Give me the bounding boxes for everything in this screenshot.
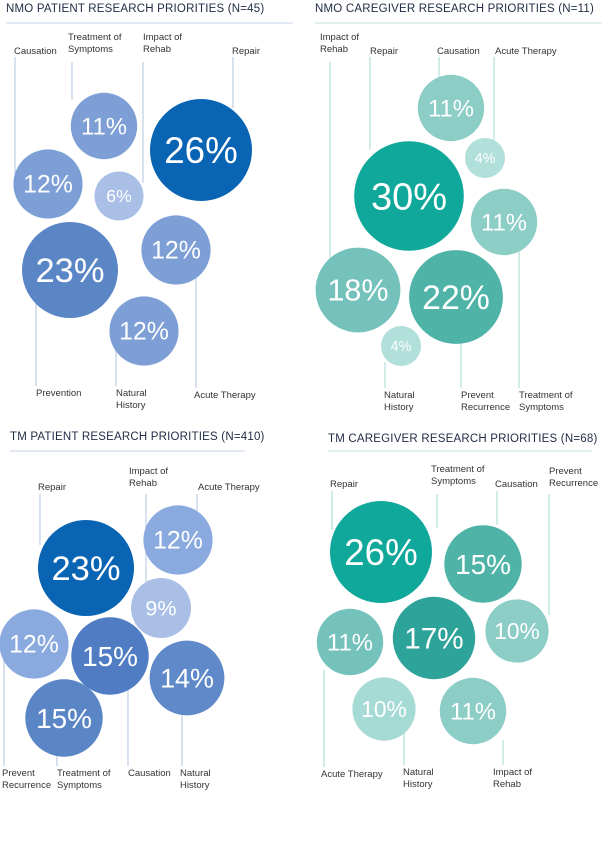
category-label-natural-history: Natural History	[384, 390, 415, 413]
bubble-causation	[392, 596, 476, 680]
bubble-acute-therapy	[141, 215, 211, 285]
category-label-treatment-of-symptoms: Treatment of Symptoms	[57, 768, 111, 791]
category-label-natural-history: Natural History	[403, 767, 434, 790]
value-label-treatment-of-symptoms: 11%	[481, 209, 527, 236]
bubble-impact-of-rehab	[94, 171, 144, 221]
category-label-prevention: Prevention	[36, 388, 81, 399]
category-label-impact-of-rehab: Impact of Rehab	[320, 32, 359, 55]
value-label-repair: 26%	[164, 130, 237, 171]
bubble-repair	[38, 520, 134, 616]
category-label-treatment-of-symptoms: Treatment of Symptoms	[431, 464, 485, 487]
value-label-prevent-recurrence: 12%	[9, 631, 59, 659]
category-label-treatment-of-symptoms: Treatment of Symptoms	[68, 32, 122, 55]
bubble-prevent-recurrence	[485, 599, 549, 663]
value-label-acute-therapy: 12%	[151, 237, 201, 265]
value-label-causation: 17%	[404, 622, 463, 655]
value-label-acute-therapy: 12%	[153, 527, 203, 555]
bubble-repair	[330, 501, 432, 603]
category-label-causation: Causation	[128, 768, 171, 779]
value-label-causation: 11%	[428, 95, 474, 122]
bubble-treatment-of-symptoms	[70, 92, 138, 160]
category-label-repair: Repair	[370, 46, 398, 57]
value-label-natural-history: 4%	[391, 339, 412, 355]
category-label-impact-of-rehab: Impact of Rehab	[493, 767, 532, 790]
category-label-repair: Repair	[38, 482, 66, 493]
bubble-treatment-of-symptoms	[25, 679, 103, 757]
chart-panel-4: TM CAREGIVER RESEARCH PRIORITIES (N=68) 2…	[316, 433, 598, 790]
value-label-prevention: 23%	[35, 252, 104, 290]
category-label-treatment-of-symptoms: Treatment of Symptoms	[519, 390, 573, 413]
bubble-natural-history	[109, 296, 179, 366]
bubble-natural-history	[149, 640, 225, 716]
chart-title: NMO PATIENT RESEARCH PRIORITIES (N=45)	[6, 3, 264, 15]
value-label-natural-history: 10%	[361, 696, 407, 722]
value-label-prevent-recurrence: 10%	[494, 618, 540, 644]
bubble-treatment-of-symptoms	[470, 188, 538, 256]
bubble-acute-therapy	[465, 138, 505, 178]
chart-title: TM PATIENT RESEARCH PRIORITIES (N=410)	[10, 431, 265, 443]
category-label-acute-therapy: Acute Therapy	[495, 46, 557, 57]
bubble-repair	[150, 99, 252, 201]
bubble-impact-of-rehab	[439, 677, 507, 745]
category-label-impact-of-rehab: Impact of Rehab	[143, 32, 182, 55]
value-label-repair: 30%	[371, 176, 447, 218]
value-label-impact-of-rehab: 18%	[327, 274, 388, 308]
value-label-repair: 26%	[344, 532, 417, 573]
value-label-natural-history: 12%	[119, 318, 169, 346]
value-label-causation: 12%	[23, 171, 73, 199]
category-label-repair: Repair	[330, 479, 358, 490]
category-label-acute-therapy: Acute Therapy	[321, 769, 383, 780]
bubble-acute-therapy	[143, 505, 213, 575]
bubble-impact-of-rehab	[131, 578, 191, 638]
category-label-natural-history: Natural History	[116, 388, 147, 411]
value-label-treatment-of-symptoms: 15%	[36, 703, 92, 734]
bubble-impact-of-rehab	[315, 247, 401, 333]
category-label-causation: Causation	[437, 46, 480, 57]
bubble-causation	[417, 74, 485, 142]
category-label-causation: Causation	[495, 479, 538, 490]
value-label-acute-therapy: 11%	[327, 629, 373, 656]
category-label-repair: Repair	[232, 46, 260, 57]
category-label-prevent-recurrence: Prevent Recurrence	[2, 768, 51, 791]
value-label-causation: 15%	[82, 641, 138, 672]
value-label-impact-of-rehab: 11%	[450, 698, 496, 725]
category-label-impact-of-rehab: Impact of Rehab	[129, 466, 168, 489]
bubble-prevent-recurrence	[409, 250, 503, 344]
chart-title: NMO CAREGIVER RESEARCH PRIORITIES (N=11)	[315, 3, 594, 15]
chart-panel-3: TM PATIENT RESEARCH PRIORITIES (N=410) 23…	[0, 431, 265, 791]
category-label-acute-therapy: Acute Therapy	[194, 390, 256, 401]
chart-panel-2: NMO CAREGIVER RESEARCH PRIORITIES (N=11)…	[315, 3, 602, 413]
category-label-natural-history: Natural History	[180, 768, 211, 791]
bubble-natural-history	[352, 677, 416, 741]
category-label-acute-therapy: Acute Therapy	[198, 482, 260, 493]
value-label-impact-of-rehab: 6%	[106, 186, 132, 206]
chart-title: TM CAREGIVER RESEARCH PRIORITIES (N=68)	[328, 433, 597, 445]
bubble-causation	[71, 617, 149, 695]
bubble-treatment-of-symptoms	[444, 525, 522, 603]
value-label-acute-therapy: 4%	[475, 151, 496, 167]
bubble-prevention	[22, 222, 118, 318]
category-label-prevent-recurrence: Prevent Recurrence	[549, 466, 598, 489]
chart-panel-1: NMO PATIENT RESEARCH PRIORITIES (N=45) 26…	[6, 3, 293, 411]
bubble-causation	[13, 149, 83, 219]
bubble-acute-therapy	[316, 608, 384, 676]
value-label-repair: 23%	[51, 550, 120, 588]
category-label-causation: Causation	[14, 46, 57, 57]
value-label-treatment-of-symptoms: 15%	[455, 549, 511, 580]
value-label-impact-of-rehab: 9%	[145, 596, 176, 621]
bubble-natural-history	[381, 326, 421, 366]
category-label-prevent-recurrence: Prevent Recurrence	[461, 390, 510, 413]
bubble-repair	[354, 141, 464, 251]
bubble-prevent-recurrence	[0, 609, 69, 679]
value-label-treatment-of-symptoms: 11%	[81, 113, 127, 140]
value-label-natural-history: 14%	[160, 663, 214, 693]
value-label-prevent-recurrence: 22%	[422, 279, 490, 317]
